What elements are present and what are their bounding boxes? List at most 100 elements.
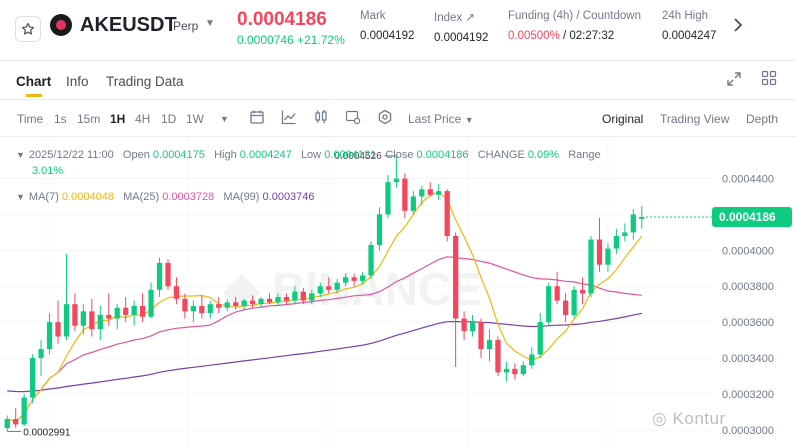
price-type-select[interactable]: Last Price ▼ — [408, 112, 474, 126]
scroll-right-button[interactable] — [732, 16, 744, 37]
candle-body — [21, 397, 27, 425]
candle-body — [224, 302, 230, 308]
indicator-icon[interactable] — [281, 109, 297, 125]
high-label: High — [214, 149, 237, 161]
interval-1s[interactable]: 1s — [54, 112, 67, 126]
candle-body — [241, 300, 247, 306]
candle-body — [402, 178, 408, 211]
price-type-label: Last Price — [408, 112, 462, 126]
stat-value: 0.0004247 — [662, 30, 717, 42]
candle-body — [182, 298, 188, 312]
candle-body — [63, 304, 70, 337]
favorite-star-button[interactable] — [15, 16, 41, 42]
view-trading-view[interactable]: Trading View — [660, 112, 730, 126]
candle-body — [131, 305, 137, 315]
interval-1h[interactable]: 1H — [110, 112, 126, 126]
interval-1d[interactable]: 1D — [161, 112, 177, 126]
view-depth[interactable]: Depth — [746, 112, 779, 126]
chevron-down-icon[interactable]: ▼ — [205, 18, 215, 29]
candle-body — [80, 311, 86, 326]
candle-body — [563, 300, 569, 315]
candlestick-type-icon[interactable] — [313, 109, 329, 125]
candle-body — [571, 289, 577, 315]
chart-settings-icon[interactable] — [345, 109, 361, 125]
tab-chart[interactable]: Chart — [16, 74, 52, 89]
candle-body — [216, 304, 222, 308]
collapse-caret-icon[interactable]: ▼ — [16, 150, 25, 160]
ma25-label: MA(25) — [123, 191, 160, 203]
low-marker-label: 0.0002991 — [23, 427, 71, 438]
y-tick-label: 0.0003800 — [722, 281, 774, 293]
interval-1w[interactable]: 1W — [186, 112, 204, 126]
candle-body — [410, 196, 416, 211]
stat-funding: Funding (4h) / Countdown 0.00500% / 02:2… — [508, 10, 641, 42]
candle-body — [275, 297, 281, 303]
stat-24h-high: 24h High 0.0004247 — [662, 10, 722, 42]
candle-body — [165, 262, 171, 287]
collapse-caret-icon[interactable]: ▼ — [16, 192, 25, 202]
interval-4h[interactable]: 4H — [135, 112, 151, 126]
candle-body — [38, 349, 44, 359]
tab-info[interactable]: Info — [66, 74, 89, 89]
candle-body — [156, 262, 163, 290]
chevron-down-icon[interactable]: ▼ — [220, 114, 229, 124]
expand-icon[interactable] — [726, 71, 742, 87]
candle-body — [351, 277, 357, 281]
candle-body — [190, 305, 196, 312]
candle-body — [444, 191, 450, 236]
candle-body — [613, 235, 620, 249]
candle-body — [300, 291, 306, 301]
symbol-name[interactable]: AKEUSDT — [80, 14, 177, 36]
candle-body — [334, 282, 340, 290]
stat-value: 0.00500% / 02:27:32 — [508, 30, 641, 42]
candle-body — [292, 291, 298, 301]
price-chart[interactable]: ◆ BINANCE 0.00044000.00042000.00040000.0… — [0, 137, 796, 447]
settings-hex-icon[interactable] — [377, 109, 393, 125]
candle-body — [436, 191, 442, 195]
star-icon — [21, 22, 35, 35]
coin-logo-icon — [50, 14, 72, 36]
interval-15m[interactable]: 15m — [77, 112, 101, 126]
candle-body — [317, 286, 323, 294]
active-tab-indicator — [26, 94, 42, 97]
ma25-line — [7, 256, 642, 423]
ticker-header: AKEUSDT Perp ▼ 0.0004186 0.0000746 +21.7… — [0, 0, 796, 52]
candle-body — [393, 178, 400, 183]
stat-label[interactable]: Index ↗ — [434, 12, 475, 24]
candle-body — [537, 322, 543, 355]
chart-tabs: Chart Info Trading Data — [0, 60, 796, 100]
candle-body — [630, 214, 636, 233]
chart-toolbar: Time 1s 15m 1H 4H 1D 1W ▼ Last Price ▼ O… — [0, 100, 796, 137]
low-value: 0.0004121 — [324, 149, 377, 161]
price-markers: 0.0004186 0.0004526 0.0002991 — [7, 151, 792, 438]
stat-mark: Mark 0.0004192 — [360, 10, 414, 42]
ma99-value: 0.0003746 — [262, 191, 315, 203]
open-value: 0.0004175 — [152, 149, 205, 161]
close-value: 0.0004186 — [416, 149, 469, 161]
stat-label: Mark — [360, 10, 386, 22]
candle-body — [114, 307, 120, 319]
chevron-right-icon — [734, 18, 743, 32]
candle-body — [207, 304, 213, 314]
price-change: 0.0000746 +21.72% — [237, 33, 345, 47]
candle-body — [258, 298, 264, 305]
contract-type-label: Perp — [173, 19, 199, 33]
candle-body — [173, 286, 180, 299]
candle-body — [29, 358, 36, 398]
candlestick-chart[interactable]: ◆ BINANCE 0.00044000.00042000.00040000.0… — [0, 137, 796, 447]
y-tick-label: 0.0003000 — [722, 425, 774, 437]
last-price-tag — [712, 206, 792, 227]
calendar-icon[interactable] — [249, 109, 265, 125]
time-label[interactable]: Time — [17, 112, 44, 126]
tab-trading-data[interactable]: Trading Data — [106, 74, 184, 89]
y-tick-label: 0.0004000 — [722, 245, 774, 257]
y-tick-label: 0.0003600 — [722, 317, 774, 329]
candle-body — [419, 189, 425, 197]
candle-body — [4, 419, 10, 429]
moving-averages — [7, 191, 643, 423]
candle-body — [376, 214, 383, 245]
view-original[interactable]: Original — [602, 112, 644, 126]
funding-rate: 0.00500% — [508, 30, 560, 42]
candle-body — [453, 235, 459, 319]
layout-grid-icon[interactable] — [761, 70, 777, 86]
